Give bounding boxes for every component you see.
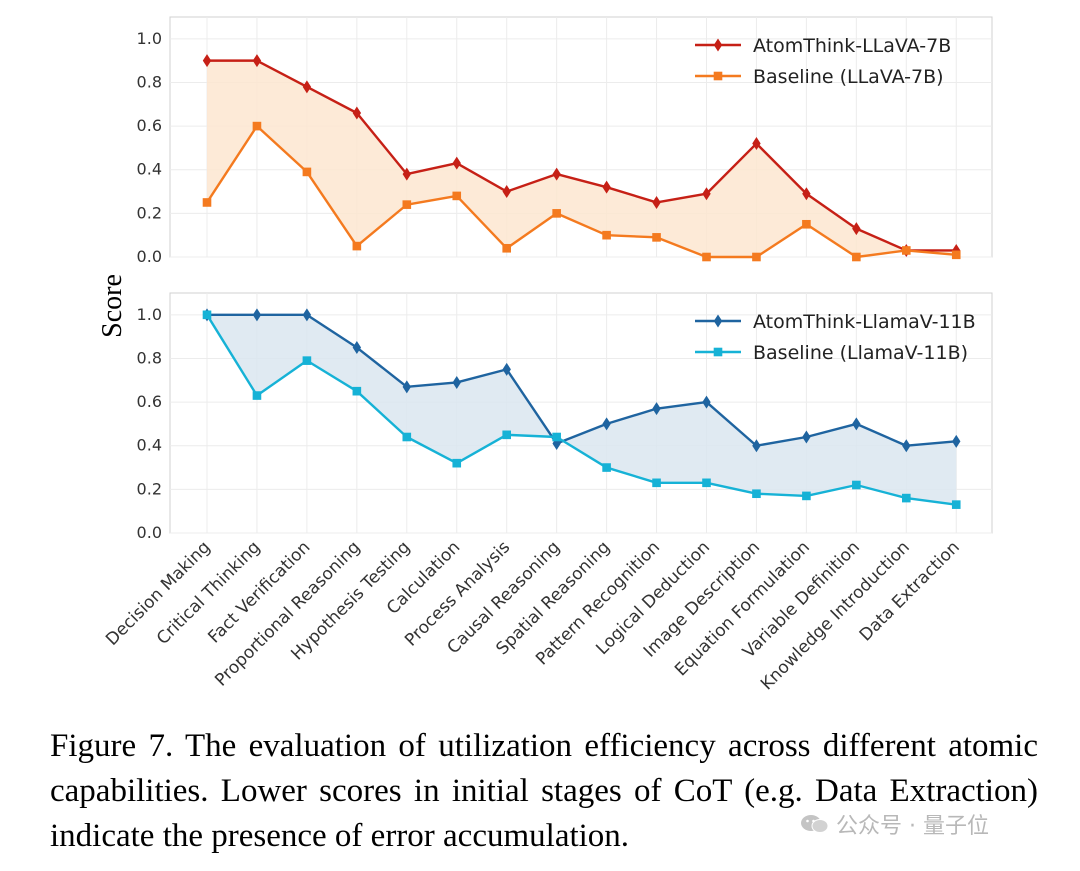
data-point-diamond xyxy=(702,395,711,409)
data-point-diamond xyxy=(752,439,761,453)
data-point-square xyxy=(252,391,262,400)
data-point-square xyxy=(202,310,212,320)
data-point-square xyxy=(802,491,811,501)
data-point-diamond xyxy=(702,187,711,201)
data-point-diamond xyxy=(302,80,312,94)
legend-marker-diamond xyxy=(713,38,723,52)
watermark-text: 公众号 · 量子位 xyxy=(836,814,989,839)
data-point-square xyxy=(752,489,761,499)
y-tick-label: 0.6 xyxy=(137,392,162,411)
legend-label: Baseline (LlamaV-11B) xyxy=(753,342,968,364)
data-point-diamond xyxy=(402,167,411,181)
data-point-square xyxy=(352,241,362,251)
data-point-diamond xyxy=(852,417,861,431)
data-point-diamond xyxy=(252,54,262,68)
data-point-diamond xyxy=(402,380,411,394)
data-point-square xyxy=(552,432,561,442)
data-point-square xyxy=(951,250,961,260)
data-point-diamond xyxy=(302,308,312,322)
data-point-square xyxy=(302,167,312,177)
data-point-square xyxy=(902,246,911,255)
y-axis-label: Score xyxy=(97,274,128,338)
watermark: 公众号 · 量子位 xyxy=(800,808,989,840)
data-point-square xyxy=(702,478,711,488)
data-point-square xyxy=(602,230,611,240)
data-point-diamond xyxy=(502,185,511,199)
legend-label: AtomThink-LlamaV-11B xyxy=(753,311,976,333)
y-tick-label: 0.4 xyxy=(137,436,162,455)
data-point-square xyxy=(252,121,262,131)
data-point-diamond xyxy=(902,439,911,453)
data-point-diamond xyxy=(802,187,811,201)
series-line-1 xyxy=(205,124,957,259)
y-tick-label: 0.6 xyxy=(137,116,162,135)
data-point-diamond xyxy=(552,167,561,181)
data-point-diamond xyxy=(452,375,461,389)
y-tick-label: 1.0 xyxy=(137,305,162,324)
data-point-diamond xyxy=(652,402,661,416)
bottom-panel-llamav: 0.0 0.2 0.4 0.6 0.8 1.0 AtomThink-LlamaV-11B Ba… xyxy=(137,292,993,542)
data-point-square xyxy=(402,432,412,442)
data-point-diamond xyxy=(952,434,961,448)
data-point-square xyxy=(652,233,661,242)
data-point-square xyxy=(502,243,511,253)
data-point-square xyxy=(602,463,611,472)
gap-fill-area xyxy=(207,60,957,257)
data-point-diamond xyxy=(852,222,861,236)
data-point-diamond xyxy=(752,137,761,151)
wechat-icon xyxy=(801,815,829,833)
data-point-diamond xyxy=(602,417,611,431)
data-point-square xyxy=(951,500,961,509)
data-point-diamond xyxy=(652,195,661,209)
data-point-square xyxy=(902,493,911,503)
y-tick-label: 0.8 xyxy=(137,72,162,91)
y-tick-label: 0.0 xyxy=(137,523,162,542)
y-tick-label: 1.0 xyxy=(137,29,162,48)
data-point-square xyxy=(752,252,761,262)
data-point-square xyxy=(302,356,312,365)
top-panel-llava: 0.0 0.2 0.4 0.6 0.8 1.0 AtomThink-LLaVA-7B Base… xyxy=(137,16,993,266)
figure-chart: 0.0 0.2 0.4 0.6 0.8 1.0 AtomThink-LLaVA-7B Base… xyxy=(97,16,993,694)
data-point-square xyxy=(352,386,362,396)
y-tick-label: 0.4 xyxy=(137,160,162,179)
data-point-square xyxy=(652,478,661,488)
data-point-diamond xyxy=(452,156,461,170)
y-tick-label: 0.2 xyxy=(137,203,162,222)
y-tick-label: 0.8 xyxy=(137,348,162,367)
data-point-square xyxy=(452,191,462,201)
legend-marker-square xyxy=(713,71,723,81)
data-point-square xyxy=(202,198,212,207)
data-point-square xyxy=(402,200,412,209)
data-point-diamond xyxy=(502,362,511,376)
data-point-diamond xyxy=(352,106,362,120)
data-point-diamond xyxy=(352,341,362,355)
y-tick-label: 0.0 xyxy=(137,247,162,266)
data-point-square xyxy=(852,252,861,262)
data-point-diamond xyxy=(802,430,811,444)
legend-label: Baseline (LLaVA-7B) xyxy=(753,66,944,88)
data-point-square xyxy=(502,430,511,440)
series-line-0 xyxy=(207,59,957,252)
y-tick-label: 0.2 xyxy=(137,479,162,498)
series-line-0 xyxy=(207,313,957,447)
legend-label: AtomThink-LLaVA-7B xyxy=(753,35,951,57)
legend-marker-square xyxy=(713,347,723,357)
legend-marker-diamond xyxy=(713,314,723,328)
data-point-square xyxy=(702,252,711,262)
data-point-diamond xyxy=(202,54,212,68)
data-point-diamond xyxy=(602,180,611,194)
data-point-square xyxy=(452,458,462,468)
data-point-square xyxy=(802,219,811,229)
series-line-1 xyxy=(205,314,957,506)
data-point-square xyxy=(552,209,561,218)
data-point-square xyxy=(852,480,861,490)
figure-caption: Figure 7. The evaluation of utilization … xyxy=(50,728,1038,854)
gap-fill-area xyxy=(207,314,957,505)
data-point-diamond xyxy=(252,308,262,322)
